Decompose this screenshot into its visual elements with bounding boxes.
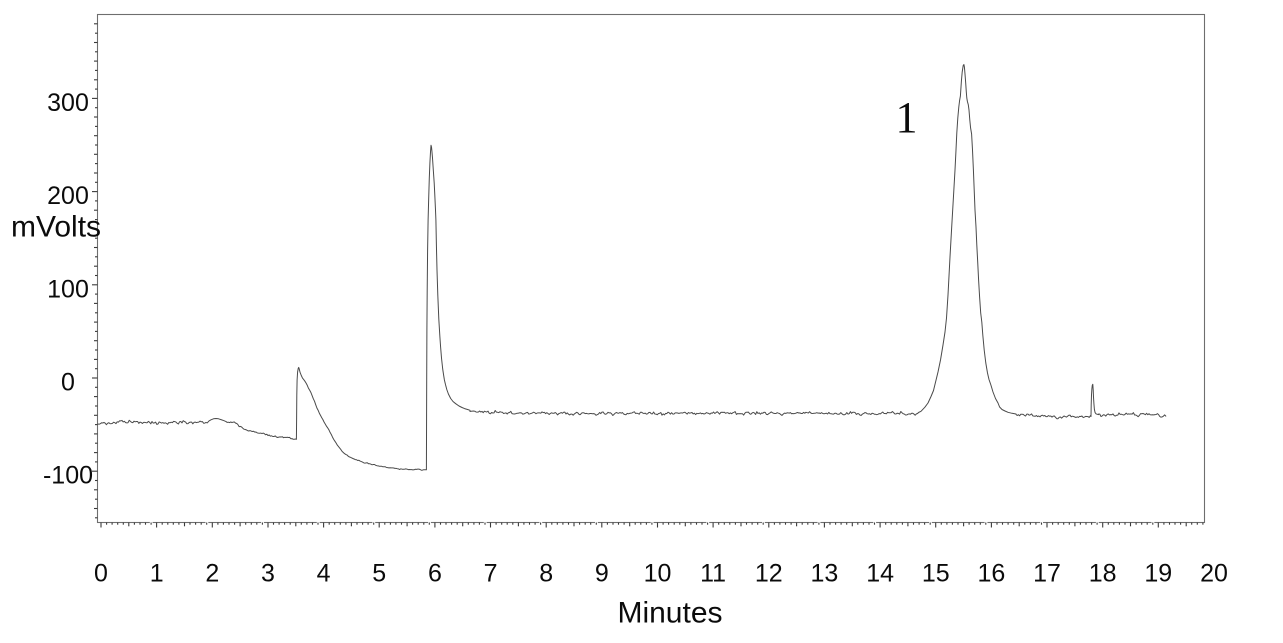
svg-text:200: 200 [47, 182, 89, 210]
svg-text:13: 13 [810, 560, 838, 588]
svg-text:6: 6 [428, 560, 442, 588]
svg-text:100: 100 [47, 275, 89, 303]
svg-text:16: 16 [977, 560, 1005, 588]
svg-text:-100: -100 [43, 462, 93, 490]
svg-text:19: 19 [1144, 560, 1172, 588]
svg-text:9: 9 [595, 560, 609, 588]
svg-text:14: 14 [866, 560, 894, 588]
svg-text:2: 2 [205, 560, 219, 588]
svg-text:18: 18 [1089, 560, 1117, 588]
svg-text:17: 17 [1033, 560, 1061, 588]
svg-text:7: 7 [484, 560, 498, 588]
svg-text:300: 300 [47, 89, 89, 117]
svg-text:0: 0 [94, 560, 108, 588]
svg-text:1: 1 [150, 560, 164, 588]
svg-text:10: 10 [644, 560, 672, 588]
svg-text:11: 11 [700, 560, 726, 588]
svg-text:1: 1 [896, 93, 918, 142]
svg-text:5: 5 [372, 560, 386, 588]
svg-text:20: 20 [1200, 560, 1228, 588]
svg-text:12: 12 [755, 560, 783, 588]
svg-text:0: 0 [61, 369, 75, 397]
svg-text:4: 4 [317, 560, 331, 588]
svg-text:15: 15 [922, 560, 950, 588]
svg-text:3: 3 [261, 560, 275, 588]
svg-text:8: 8 [539, 560, 553, 588]
svg-text:Minutes: Minutes [617, 597, 722, 630]
svg-text:mVolts: mVolts [11, 211, 101, 244]
